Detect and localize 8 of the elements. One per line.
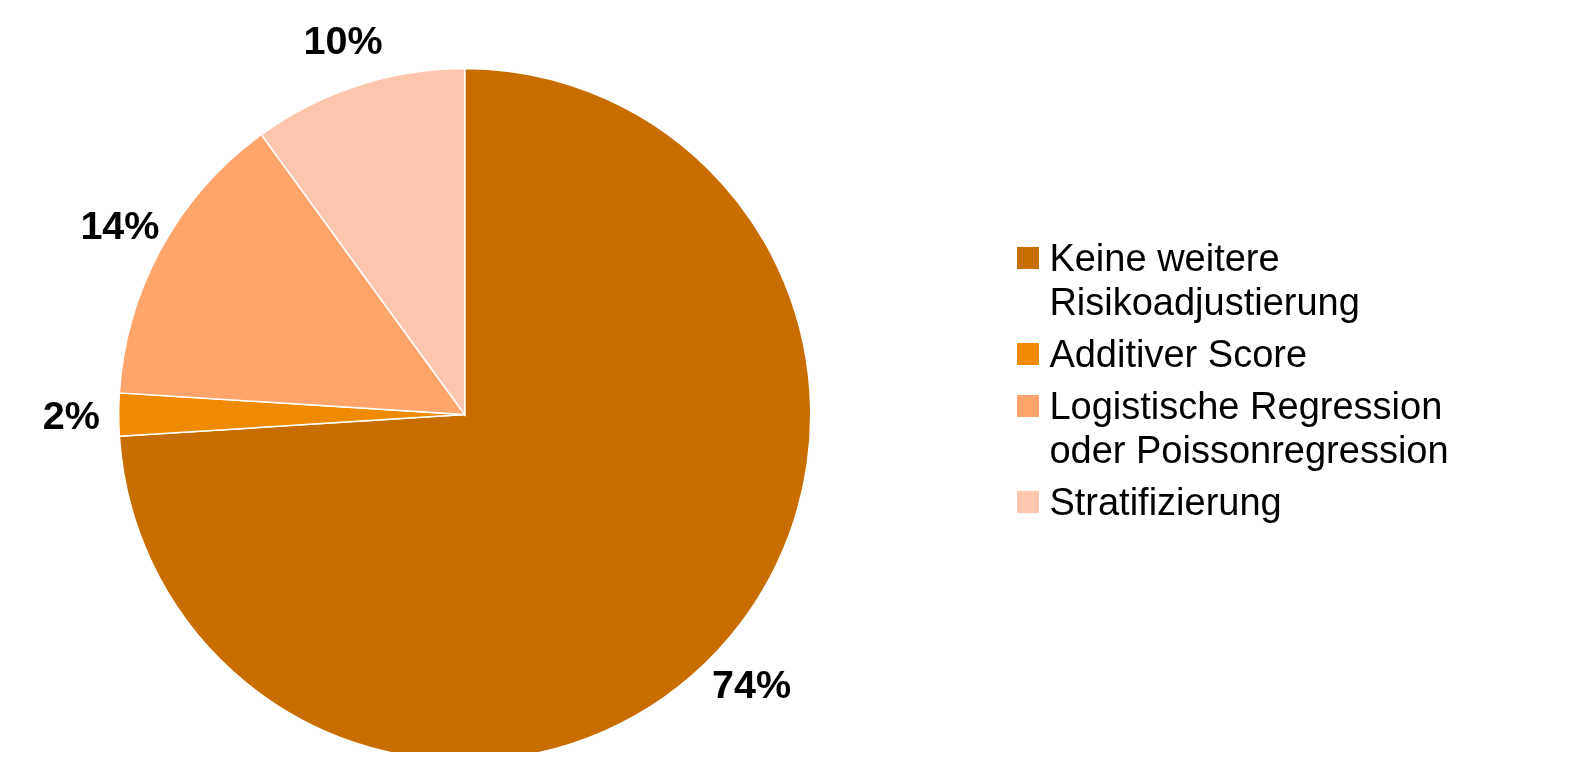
data-label: 2%	[42, 392, 100, 437]
data-label: 10%	[303, 18, 383, 63]
legend-label: Logistische Regression oder Poissonregression	[1049, 384, 1450, 472]
legend-label: Keine weitere Risikoadjustierung	[1049, 236, 1361, 324]
legend-label: Additiver Score	[1049, 332, 1308, 376]
data-label: 14%	[80, 203, 160, 248]
data-label: 74%	[711, 661, 792, 706]
legend-label: Stratifizierung	[1049, 480, 1282, 524]
